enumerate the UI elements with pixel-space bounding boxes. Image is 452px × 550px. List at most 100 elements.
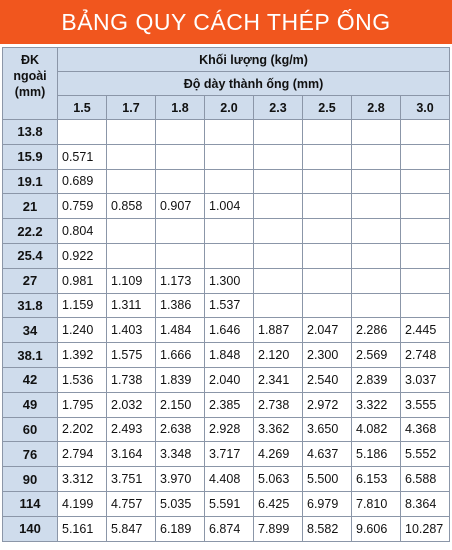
mass-value-cell: 3.322 [351,391,401,418]
mass-value-cell: 9.606 [351,515,401,542]
table-row: 21 0.759 0.858 0.907 1.004 [2,193,451,220]
mass-value-cell: 3.348 [155,441,205,468]
mass-value-cell: 5.063 [253,466,303,492]
mass-value-cell [399,267,451,294]
mass-value-cell: 5.186 [351,441,401,468]
mass-value-cell [302,242,352,269]
mass-value-cell: 3.362 [253,416,303,443]
mass-value-cell: 4.082 [351,416,401,443]
mass-value-cell [106,242,156,269]
table-row: 76 2.794 3.164 3.348 3.717 4.269 4.637 5.186 5.5… [2,441,451,468]
mass-value-cell: 0.571 [57,143,107,170]
mass-value-cell [302,218,352,244]
mass-value-cell [351,119,401,145]
outer-diameter-cell: 22.2 [2,218,58,244]
mass-value-cell: 2.120 [253,342,303,368]
table-row: 114 4.199 4.757 5.035 5.591 6.425 6.979 7.810 8.… [2,490,451,517]
mass-value-cell: 0.858 [106,193,156,220]
outer-diameter-cell: 42 [2,366,58,393]
mass-value-cell: 6.425 [253,490,303,517]
outer-diameter-cell: 25.4 [2,242,58,269]
mass-value-cell: 0.689 [57,168,107,195]
table-row: 38.1 1.392 1.575 1.666 1.848 2.120 2.300 2.569 2… [2,342,451,368]
mass-value-cell [253,119,303,145]
thickness-col-header: 2.5 [302,95,352,120]
mass-value-cell [253,292,303,319]
mass-header: Khối lượng (kg/m) [56,47,451,72]
mass-value-cell: 8.582 [302,515,352,542]
mass-value-cell: 3.970 [155,466,205,492]
mass-value-cell [351,143,401,170]
mass-value-cell [155,242,205,269]
mass-value-cell: 1.536 [57,366,107,393]
outer-diameter-cell: 114 [2,490,58,517]
mass-value-cell [399,193,451,220]
mass-value-cell: 2.150 [155,391,205,418]
mass-value-cell [253,218,303,244]
spec-table-wrapper: ĐK ngoài (mm) Khối lượng (kg/m) Độ dày t… [2,47,451,542]
mass-value-cell: 4.637 [302,441,352,468]
mass-value-cell [204,242,254,269]
table-row: 27 0.981 1.109 1.173 1.300 [2,267,451,294]
mass-value-cell: 2.300 [302,342,352,368]
mass-value-cell [302,193,352,220]
mass-value-cell: 3.650 [302,416,352,443]
thickness-col-header: 2.0 [204,95,254,120]
mass-value-cell: 4.269 [253,441,303,468]
mass-value-cell [302,119,352,145]
mass-value-cell [399,168,451,195]
thickness-col-header: 2.8 [351,95,401,120]
mass-value-cell: 2.839 [351,366,401,393]
mass-value-cell: 2.972 [302,391,352,418]
mass-value-cell: 2.047 [302,317,352,344]
mass-value-cell [351,218,401,244]
mass-value-cell: 4.408 [204,466,254,492]
table-row: 140 5.161 5.847 6.189 6.874 7.899 8.582 9.606 10… [2,515,451,542]
mass-value-cell: 2.445 [399,317,451,344]
thickness-col-header: 1.7 [106,95,156,120]
mass-value-cell [106,168,156,195]
mass-value-cell: 6.153 [351,466,401,492]
mass-value-cell: 1.004 [204,193,254,220]
mass-value-cell [399,143,451,170]
mass-value-cell [351,168,401,195]
mass-value-cell: 1.173 [155,267,205,294]
od-header-line2: ngoài [13,69,47,83]
mass-value-cell: 1.311 [106,292,156,319]
outer-diameter-cell: 34 [2,317,58,344]
thickness-col-header: 2.3 [253,95,303,120]
title-banner: BẢNG QUY CÁCH THÉP ỐNG [0,0,452,44]
outer-diameter-cell: 31.8 [2,292,58,319]
mass-value-cell [106,119,156,145]
mass-value-cell: 6.874 [204,515,254,542]
mass-value-cell: 0.907 [155,193,205,220]
mass-value-cell: 5.552 [399,441,451,468]
outer-diameter-cell: 19.1 [2,168,58,195]
mass-value-cell: 3.037 [399,366,451,393]
mass-value-cell [351,267,401,294]
mass-value-cell: 1.159 [57,292,107,319]
mass-value-cell: 1.300 [204,267,254,294]
mass-value-cell: 5.847 [106,515,156,542]
mass-value-cell [204,143,254,170]
mass-value-cell [351,292,401,319]
mass-value-cell: 1.738 [106,366,156,393]
mass-value-cell: 3.164 [106,441,156,468]
mass-value-cell: 3.717 [204,441,254,468]
mass-value-cell: 2.032 [106,391,156,418]
mass-value-cell: 0.804 [57,218,107,244]
mass-value-cell: 1.646 [204,317,254,344]
mass-value-cell: 10.287 [399,515,451,542]
mass-value-cell [204,218,254,244]
mass-value-cell [253,143,303,170]
thickness-col-header: 1.5 [57,95,107,120]
mass-value-cell: 1.848 [204,342,254,368]
mass-value-cell [399,218,451,244]
mass-value-cell: 3.312 [57,466,107,492]
mass-value-cell: 2.286 [351,317,401,344]
mass-value-cell: 3.751 [106,466,156,492]
mass-value-cell: 2.794 [57,441,107,468]
mass-value-cell: 2.040 [204,366,254,393]
mass-value-cell: 8.364 [399,490,451,517]
mass-value-cell [302,267,352,294]
